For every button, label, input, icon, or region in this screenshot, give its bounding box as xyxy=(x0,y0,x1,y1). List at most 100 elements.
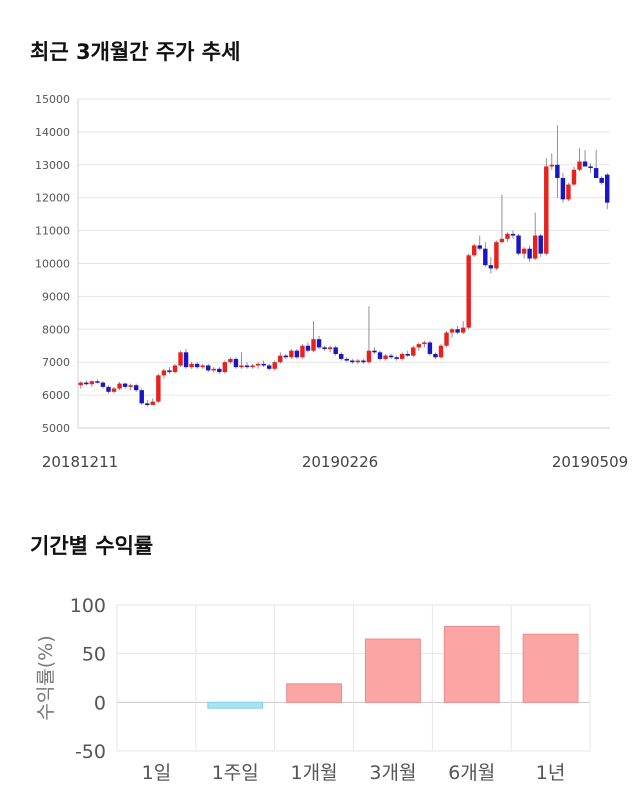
candle-body xyxy=(217,368,222,373)
candle-body xyxy=(483,248,488,266)
candle-body xyxy=(100,382,106,387)
candle-body xyxy=(233,358,239,368)
candle-body xyxy=(494,242,499,269)
candle-body xyxy=(505,233,510,239)
candle-body xyxy=(588,166,593,169)
y-tick-label: -50 xyxy=(75,741,106,763)
candle-body xyxy=(316,339,322,348)
candle-body xyxy=(178,352,183,366)
x-tick-label: 6개월 xyxy=(448,762,495,784)
candle-body xyxy=(433,353,438,358)
candle-body xyxy=(167,370,172,373)
candle-body xyxy=(211,368,216,371)
candle-body xyxy=(255,363,261,366)
x-tick-label: 1주일 xyxy=(212,762,259,784)
candle-body xyxy=(582,161,588,167)
candle-body xyxy=(422,342,427,345)
return-bar xyxy=(286,683,342,703)
candle-body xyxy=(327,347,333,350)
candle-body xyxy=(183,352,189,368)
candle-body xyxy=(117,383,122,389)
candle-body xyxy=(599,177,604,183)
candle-body xyxy=(438,345,444,358)
candle-body xyxy=(278,355,283,363)
candle-body xyxy=(477,245,482,249)
y-tick-label: 15000 xyxy=(35,93,70,106)
candle-body xyxy=(311,339,316,351)
candle-body xyxy=(377,352,383,359)
candle-body xyxy=(499,238,505,243)
candle-body xyxy=(239,365,244,368)
return-bar xyxy=(365,638,421,703)
y-axis-label: 수익률(%) xyxy=(35,635,57,720)
candle-body xyxy=(350,360,355,363)
candle-body xyxy=(150,401,156,405)
candle-body xyxy=(78,382,83,386)
candle-body xyxy=(488,265,494,269)
candle-body xyxy=(566,184,571,200)
candle-body xyxy=(394,357,399,359)
candle-body xyxy=(544,166,549,254)
candle-body xyxy=(305,345,311,351)
candle-body xyxy=(555,164,560,178)
x-tick-label: 1년 xyxy=(536,762,566,784)
candle-body xyxy=(516,235,521,254)
y-tick-label: 5000 xyxy=(42,422,70,435)
candle-body xyxy=(128,385,133,387)
y-tick-label: 10000 xyxy=(35,258,70,271)
y-tick-label: 100 xyxy=(70,595,106,617)
candle-body xyxy=(411,347,416,356)
candle-body xyxy=(172,365,178,373)
x-tick-label: 20190226 xyxy=(302,453,378,471)
candle-body xyxy=(355,360,361,363)
candle-body xyxy=(532,235,538,259)
candle-body xyxy=(605,174,610,203)
candle-body xyxy=(388,355,394,358)
candle-body xyxy=(189,363,194,368)
candle-body xyxy=(416,344,422,348)
y-tick-label: 6000 xyxy=(42,389,70,402)
candle-body xyxy=(466,255,471,328)
candle-body xyxy=(283,355,289,358)
candle-body xyxy=(571,169,577,185)
candle-body xyxy=(228,358,233,363)
candle-body xyxy=(449,329,455,333)
x-tick-label: 20181211 xyxy=(42,453,118,471)
candle-body xyxy=(200,365,205,368)
candle-body xyxy=(472,245,477,256)
candle-body xyxy=(161,370,167,376)
candle-body xyxy=(560,177,566,200)
y-tick-label: 50 xyxy=(82,644,106,666)
candle-body xyxy=(194,363,200,368)
candle-body xyxy=(333,347,338,354)
x-tick-label: 1일 xyxy=(142,762,172,784)
candle-body xyxy=(266,365,272,369)
candle-body xyxy=(455,329,460,333)
candlestick-chart: 5000 6000 7000 8000 9000 10000 11000 12000 13000… xyxy=(35,93,628,471)
candle-body xyxy=(383,355,388,359)
x-tick-label: 1개월 xyxy=(291,762,338,784)
candle-body xyxy=(145,403,150,405)
candle-body xyxy=(405,353,410,356)
y-tick-label: 14000 xyxy=(35,126,70,139)
y-tick-label: 0 xyxy=(94,692,106,714)
candle-body xyxy=(372,350,377,353)
candle-body xyxy=(444,332,449,346)
candle-body xyxy=(339,353,344,359)
candle-body xyxy=(272,362,277,369)
candle-body xyxy=(250,365,255,368)
x-tick-label: 3개월 xyxy=(369,762,416,784)
candle-body xyxy=(527,248,532,259)
y-tick-label: 9000 xyxy=(42,290,70,303)
y-tick-label: 11000 xyxy=(35,225,70,238)
candle-body xyxy=(84,382,89,385)
candle-body xyxy=(322,347,327,350)
candle-body xyxy=(106,386,111,392)
candle-body xyxy=(222,362,228,373)
candle-body xyxy=(366,350,372,363)
candle-body xyxy=(577,161,582,170)
y-tick-label: 12000 xyxy=(35,192,70,205)
candle-body xyxy=(427,342,433,354)
candle-body xyxy=(399,353,405,359)
returns-title: 기간별 수익률 xyxy=(30,534,154,558)
